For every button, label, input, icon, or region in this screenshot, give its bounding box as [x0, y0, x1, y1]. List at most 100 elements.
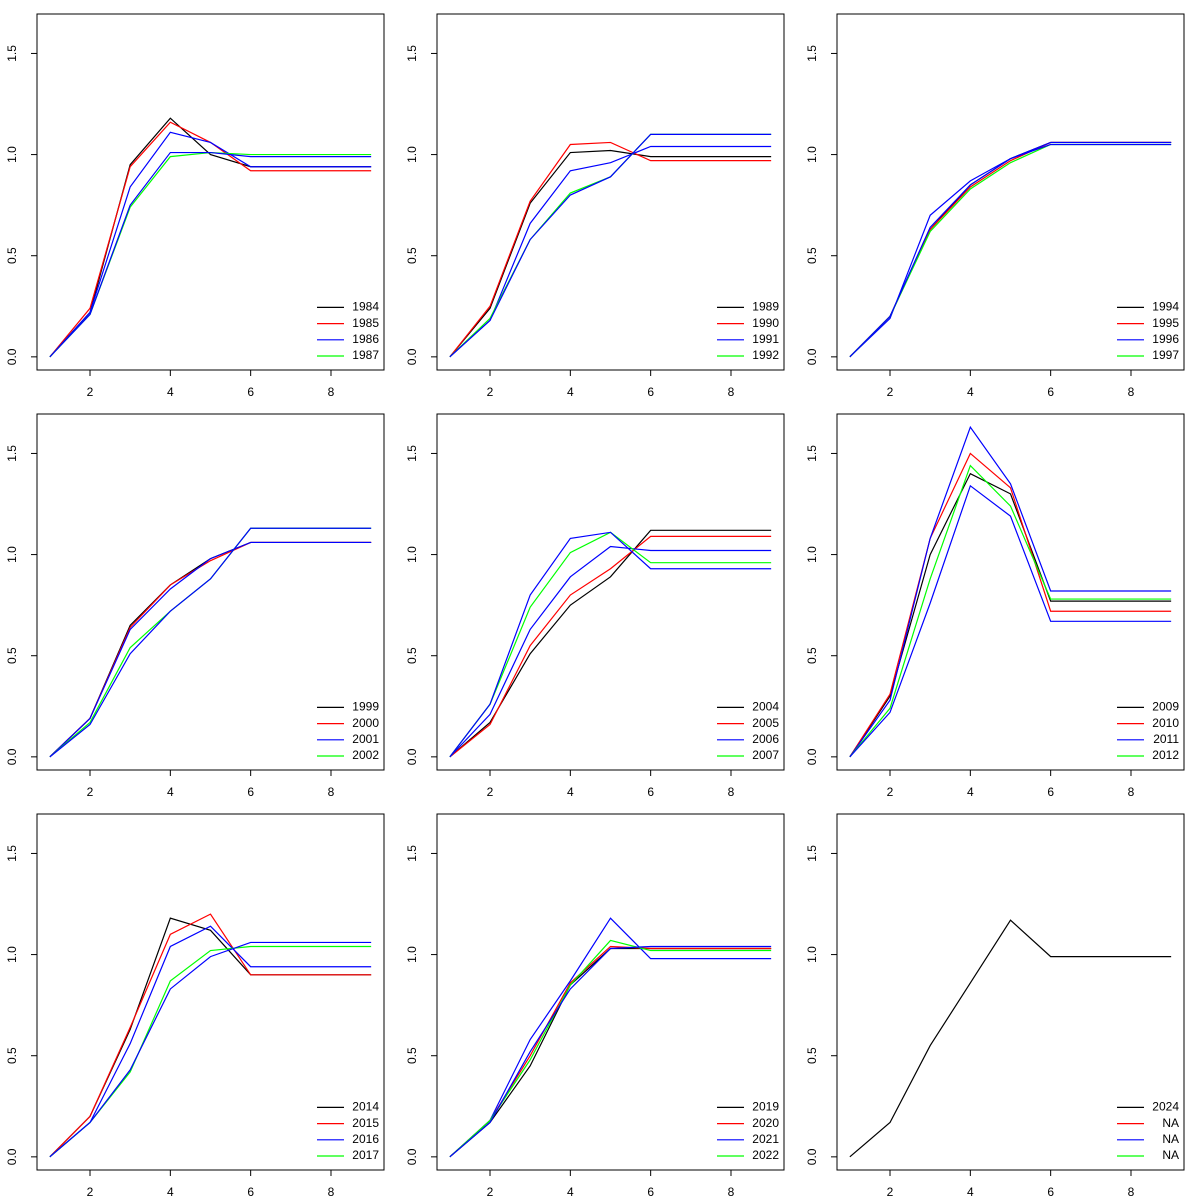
legend-label: 2015 — [352, 1116, 379, 1130]
x-tick-label: 6 — [247, 1185, 254, 1199]
legend-label: NA — [1162, 1132, 1179, 1146]
y-tick-label: 0.5 — [5, 647, 19, 664]
series-line — [49, 913, 372, 1158]
plot-frame — [836, 13, 1185, 371]
x-tick-label: 4 — [967, 385, 974, 399]
y-tick-label: 1.5 — [805, 445, 819, 462]
y-tick-label: 0.0 — [405, 1148, 419, 1165]
x-tick-label: 4 — [567, 1185, 574, 1199]
y-tick-label: 1.0 — [405, 946, 419, 963]
series-line — [849, 919, 1172, 1158]
legend-label: 2014 — [352, 1100, 379, 1114]
legend-label: 1994 — [1152, 300, 1179, 314]
series-line — [449, 917, 772, 1158]
x-tick-label: 8 — [1128, 785, 1135, 799]
y-tick-label: 1.5 — [405, 45, 419, 62]
series-line — [49, 117, 372, 358]
series-line — [449, 939, 772, 1158]
x-tick-label: 2 — [887, 785, 894, 799]
legend-label: 1992 — [752, 348, 779, 362]
legend-label: 1990 — [752, 316, 779, 330]
x-tick-label: 4 — [167, 785, 174, 799]
x-tick-label: 4 — [167, 1185, 174, 1199]
x-tick-label: 4 — [967, 785, 974, 799]
x-tick-label: 8 — [728, 785, 735, 799]
x-tick-label: 4 — [567, 385, 574, 399]
legend-label: 2009 — [1152, 700, 1179, 714]
series-line — [449, 149, 772, 358]
series-line — [449, 545, 772, 758]
x-tick-label: 2 — [887, 385, 894, 399]
series-line — [849, 472, 1172, 758]
series-line — [849, 143, 1172, 358]
series-line — [849, 143, 1172, 358]
x-tick-label: 2 — [487, 785, 494, 799]
legend-label: 2021 — [752, 1132, 779, 1146]
y-tick-label: 1.5 — [405, 445, 419, 462]
legend-label: 2022 — [752, 1148, 779, 1162]
series-line — [49, 527, 372, 758]
x-tick-label: 6 — [247, 785, 254, 799]
series-line — [849, 141, 1172, 358]
y-tick-label: 0.5 — [5, 1047, 19, 1064]
legend-label: 2004 — [752, 700, 779, 714]
y-tick-label: 1.0 — [5, 546, 19, 563]
plot-frame — [436, 813, 785, 1171]
y-tick-label: 1.5 — [5, 445, 19, 462]
x-tick-label: 8 — [1128, 1185, 1135, 1199]
x-tick-label: 6 — [1047, 385, 1054, 399]
series-line — [849, 141, 1172, 358]
x-tick-label: 6 — [647, 385, 654, 399]
series-line — [49, 945, 372, 1158]
legend-label: 2007 — [752, 748, 779, 762]
legend-label: NA — [1162, 1116, 1179, 1130]
x-tick-label: 4 — [967, 1185, 974, 1199]
x-tick-label: 4 — [167, 385, 174, 399]
y-tick-label: 0.0 — [5, 1148, 19, 1165]
series-line — [849, 141, 1172, 358]
x-tick-label: 2 — [87, 785, 94, 799]
legend-label: 2001 — [352, 732, 379, 746]
legend-label: 1997 — [1152, 348, 1179, 362]
series-line — [449, 531, 772, 758]
series-line — [449, 529, 772, 758]
x-tick-label: 8 — [728, 385, 735, 399]
y-tick-label: 0.5 — [805, 1047, 819, 1064]
y-tick-label: 0.0 — [405, 748, 419, 765]
plot-frame — [36, 13, 385, 371]
y-tick-label: 0.5 — [405, 247, 419, 264]
x-tick-label: 2 — [487, 1185, 494, 1199]
series-line — [449, 141, 772, 358]
legend-label: 1999 — [352, 700, 379, 714]
series-line — [49, 151, 372, 358]
series-line — [449, 947, 772, 1158]
legend-label: 1985 — [352, 316, 379, 330]
y-tick-label: 0.0 — [5, 748, 19, 765]
legend-label: 1986 — [352, 332, 379, 346]
x-tick-label: 6 — [247, 385, 254, 399]
legend-label: 2024 — [1152, 1100, 1179, 1114]
legend-label: 1991 — [752, 332, 779, 346]
series-line — [49, 527, 372, 758]
series-line — [49, 941, 372, 1158]
y-tick-label: 1.0 — [405, 546, 419, 563]
y-tick-label: 1.5 — [805, 45, 819, 62]
x-tick-label: 4 — [567, 785, 574, 799]
y-tick-label: 1.0 — [805, 146, 819, 163]
series-line — [849, 452, 1172, 758]
legend-label: 2002 — [352, 748, 379, 762]
y-tick-label: 0.5 — [405, 1047, 419, 1064]
series-line — [849, 464, 1172, 758]
series-line — [49, 541, 372, 758]
x-tick-label: 2 — [87, 1185, 94, 1199]
series-line — [849, 425, 1172, 758]
series-line — [49, 541, 372, 758]
series-line — [49, 541, 372, 758]
series-line — [449, 145, 772, 358]
plot-frame — [436, 13, 785, 371]
x-tick-label: 8 — [728, 1185, 735, 1199]
legend-label: 2005 — [752, 716, 779, 730]
legend-label: 2010 — [1152, 716, 1179, 730]
x-tick-label: 6 — [647, 1185, 654, 1199]
